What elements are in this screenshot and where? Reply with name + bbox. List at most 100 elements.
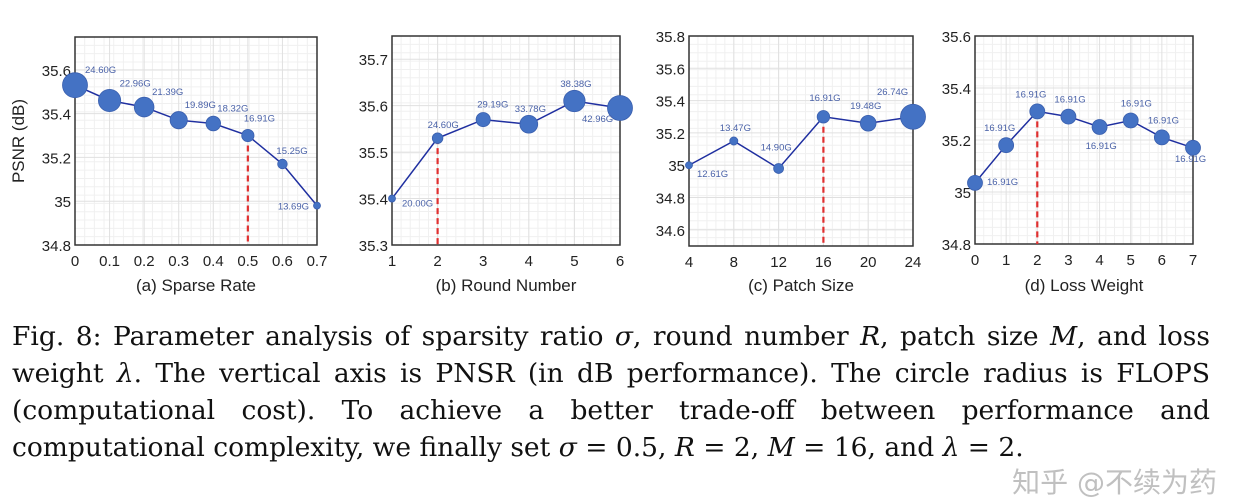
- data-point: [773, 163, 784, 174]
- plot-frame: [74, 36, 318, 246]
- y-tick-label: 34.6: [656, 223, 685, 240]
- x-tick-label: 4: [685, 254, 693, 271]
- data-point: [431, 132, 444, 144]
- x-axis-label: (c) Patch Size: [748, 276, 854, 295]
- flops-label: 12.61G: [697, 169, 728, 180]
- x-tick-label: 16: [815, 254, 832, 271]
- flops-label: 24.60G: [428, 120, 459, 131]
- flops-label: 16.91G: [987, 177, 1018, 188]
- x-tick-label: 1: [388, 253, 396, 270]
- caption-text: = 16, and: [794, 432, 943, 463]
- figure-caption: Fig. 8: Parameter analysis of sparsity r…: [12, 318, 1210, 466]
- caption-text: = 2,: [694, 432, 768, 463]
- flops-label: 15.25G: [276, 146, 307, 157]
- flops-label: 29.19G: [477, 100, 508, 111]
- flops-label: 16.91G: [809, 93, 840, 104]
- data-point: [729, 136, 739, 146]
- x-tick-label: 5: [1127, 252, 1135, 269]
- y-tick-label: 35.2: [42, 150, 71, 167]
- flops-label: 18.32G: [217, 103, 248, 114]
- data-point: [169, 111, 188, 130]
- data-point: [1029, 103, 1046, 120]
- plot-frame: [391, 35, 621, 246]
- x-tick-label: 0: [71, 253, 79, 270]
- data-point: [205, 115, 222, 132]
- subplot-c: 4 8 12 16 20 24 34.6 34.8 35 35.2 35.4 35.6 35.8 12.6…: [656, 29, 926, 295]
- flops-label: 16.91G: [1121, 99, 1152, 110]
- data-point: [1122, 112, 1139, 129]
- flops-label: 24.60G: [85, 65, 116, 76]
- x-tick-label: 3: [1064, 252, 1072, 269]
- data-point: [133, 96, 155, 118]
- x-axis-label: (a) Sparse Rate: [136, 276, 256, 295]
- flops-label: 42.96G: [582, 114, 613, 125]
- caption-lambda: λ: [116, 358, 134, 389]
- data-point: [998, 137, 1015, 154]
- x-tick-label: 0.5: [237, 253, 258, 270]
- x-axis-label: (d) Loss Weight: [1025, 276, 1144, 295]
- x-tick-label: 0.1: [99, 253, 120, 270]
- y-tick-label: 35.3: [359, 238, 388, 255]
- flops-label: 21.39G: [152, 87, 183, 98]
- y-tick-label: 34.8: [42, 238, 71, 255]
- y-tick-label: 35.4: [359, 192, 388, 209]
- subplot-a: 0 0.1 0.2 0.3 0.4 0.5 0.6 0.7 34.8 35 35.2 35.4 35.6…: [9, 36, 328, 295]
- y-tick-label: 34.8: [656, 191, 685, 208]
- data-point: [1060, 108, 1077, 125]
- x-tick-label: 4: [525, 253, 533, 270]
- data-point: [607, 95, 633, 121]
- caption-text: Fig. 8: Parameter analysis of sparsity r…: [12, 321, 615, 352]
- data-point: [900, 103, 926, 130]
- y-axis-label: PSNR (dB): [9, 99, 28, 183]
- flops-label: 38.38G: [560, 79, 591, 90]
- x-tick-label: 0.6: [272, 253, 293, 270]
- x-axis-label: (b) Round Number: [436, 276, 577, 295]
- x-tick-label: 3: [479, 253, 487, 270]
- y-tick-label: 35.4: [942, 81, 971, 98]
- y-tick-label: 35.6: [42, 63, 71, 80]
- caption-text: , and loss weight: [12, 321, 1211, 389]
- caption-m: M: [767, 432, 795, 463]
- flops-label: 16.91G: [984, 123, 1015, 134]
- flops-label: 16.91G: [1148, 115, 1179, 126]
- flops-label: 22.96G: [120, 78, 151, 89]
- y-tick-label: 35.6: [656, 61, 685, 78]
- plot-area: [689, 36, 913, 246]
- y-tick-label: 35: [54, 194, 71, 211]
- x-tick-label: 0.7: [307, 253, 328, 270]
- watermark: 知乎 @不续为药: [1012, 466, 1217, 499]
- data-point: [519, 114, 539, 134]
- caption-m: M: [1050, 321, 1078, 352]
- caption-text: . The vertical axis is PNSR (in dB perfo…: [12, 358, 1211, 463]
- y-tick-label: 35.6: [942, 29, 971, 46]
- flops-label: 16.91G: [1015, 89, 1046, 100]
- y-tick-label: 35.2: [656, 126, 685, 143]
- flops-label: 16.91G: [1054, 95, 1085, 106]
- data-point: [277, 158, 288, 170]
- data-point: [859, 114, 877, 132]
- flops-label: 16.91G: [1086, 141, 1117, 152]
- data-point: [685, 161, 693, 170]
- data-point: [388, 194, 396, 203]
- caption-text: = 0.5,: [576, 432, 675, 463]
- y-tick-label: 35.8: [656, 29, 685, 46]
- y-tick-label: 34.8: [942, 237, 971, 254]
- plot-frame: [688, 35, 914, 247]
- x-tick-label: 0.2: [134, 253, 155, 270]
- subplot-d: 0 1 2 3 4 5 6 7 34.8 35 35.2 35.4 35.6 16.91G 16.91G 16…: [942, 29, 1206, 295]
- x-tick-label: 1: [1002, 252, 1010, 269]
- flops-label: 14.90G: [761, 142, 792, 153]
- x-tick-label: 0.3: [168, 253, 189, 270]
- x-tick-label: 6: [616, 253, 624, 270]
- data-point: [816, 110, 831, 124]
- flops-label: 13.47G: [720, 123, 751, 134]
- flops-label: 33.78G: [515, 104, 546, 115]
- y-tick-label: 35.7: [359, 52, 388, 69]
- caption-lambda: λ: [942, 432, 960, 463]
- caption-r: R: [860, 321, 881, 352]
- y-tick-label: 35.5: [359, 145, 388, 162]
- flops-label: 19.89G: [185, 100, 216, 111]
- y-tick-label: 35.4: [42, 107, 71, 124]
- caption-text: = 2.: [959, 432, 1024, 463]
- x-tick-label: 5: [570, 253, 578, 270]
